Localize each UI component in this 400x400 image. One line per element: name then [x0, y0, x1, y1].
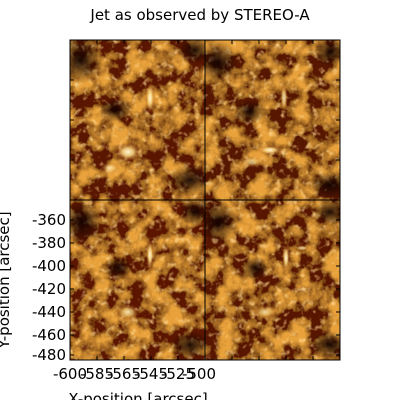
y-tick-label: -440 [32, 303, 66, 321]
y-tick-label: -420 [32, 280, 66, 298]
x-tick-label: -545 [134, 365, 168, 383]
y-tick-label: -400 [32, 257, 66, 275]
x-tick-label: -500 [182, 365, 216, 383]
panel-frames [69, 39, 341, 361]
x-axis-tick-labels: -600 -585 -565 -545 -525 -500 [53, 365, 216, 383]
y-tick-label: -360 [32, 211, 66, 229]
y-axis-label: Y-position [arcsec] [0, 211, 13, 349]
x-tick-label: -565 [107, 365, 141, 383]
tick-marks [70, 39, 340, 360]
x-axis-label: X-position [arcsec] [68, 390, 207, 400]
figure-title: Jet as observed by STEREO-A [90, 6, 310, 24]
panel-bottom-left [70, 200, 205, 360]
x-tick-label: -585 [80, 365, 114, 383]
x-tick-label: -600 [53, 365, 87, 383]
panel-bottom-right [205, 200, 340, 360]
y-axis-tick-labels: -360 -380 -400 -420 -440 -460 -480 [32, 211, 66, 364]
panel-top-left [70, 40, 205, 200]
y-tick-label: -380 [32, 234, 66, 252]
y-tick-label: -460 [32, 326, 66, 344]
y-tick-label: -480 [32, 346, 66, 364]
panel-top-right [205, 40, 340, 200]
x-tick-label: -525 [161, 365, 195, 383]
